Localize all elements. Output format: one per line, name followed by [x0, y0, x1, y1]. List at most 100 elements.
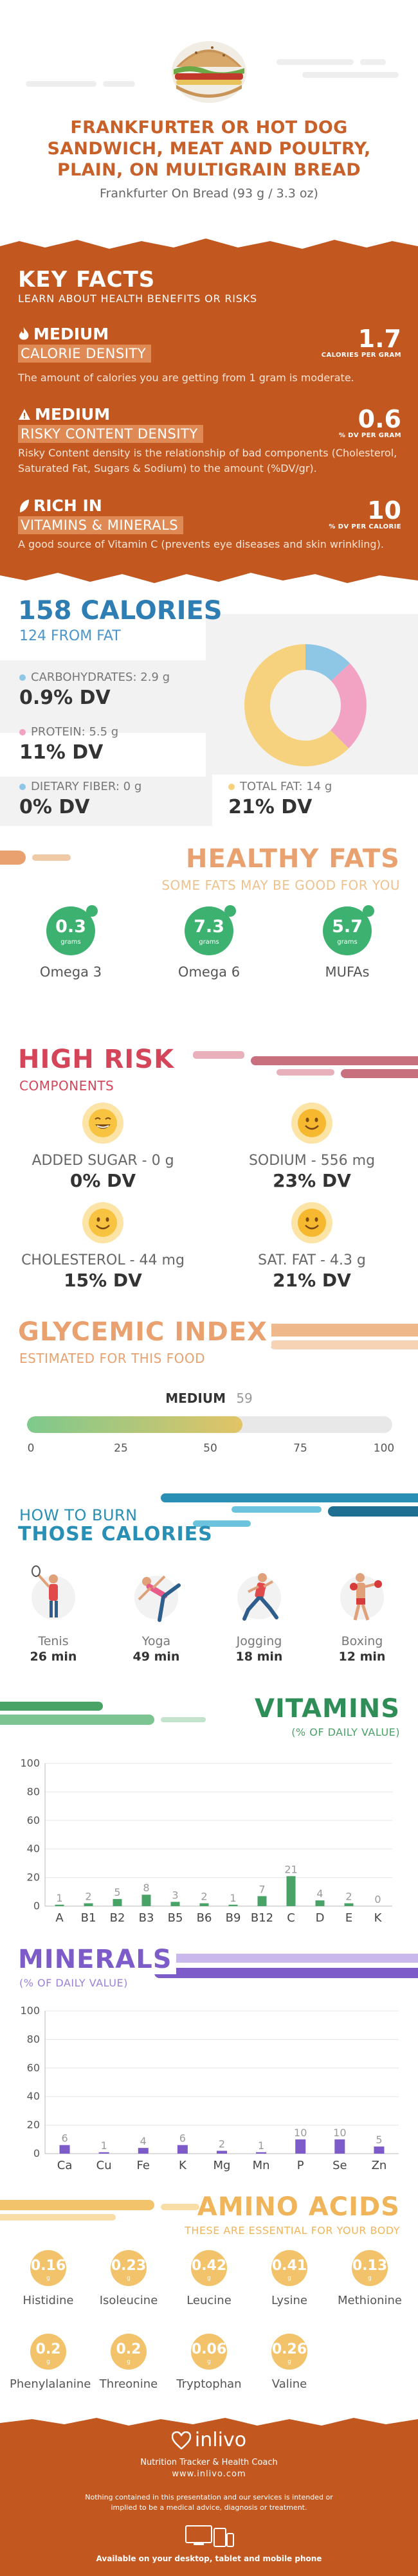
y-tick-label: 40 — [27, 1842, 40, 1855]
vitamins-section: VITAMINS (% OF DAILY VALUE) 0 20 40 60 80 100… — [0, 1688, 418, 1938]
amino-acids-section: AMINO ACIDS THESE ARE ESSENTIAL FOR YOUR… — [0, 2186, 418, 2414]
x-tick-label: Mn — [253, 2159, 270, 2172]
page-title: FRANKFURTER OR HOT DOG SANDWICH, MEAT AN… — [26, 117, 392, 181]
fact-unit: % DV PER GRAM — [338, 432, 401, 439]
bar-value-label: 1 — [230, 1892, 236, 1904]
key-fact-risky-content: MEDIUM RISKY CONTENT DENSITY Risky Conte… — [18, 405, 401, 476]
amino-unit: g — [207, 2359, 211, 2365]
bar-B5 — [170, 1902, 180, 1906]
fat-unit: grams — [337, 939, 358, 946]
risk-sodium: SODIUM - 556 mg 23% DV — [222, 1103, 402, 1191]
x-tick-label: Cu — [96, 2159, 112, 2172]
macro-label: PROTEIN: 5.5 g — [31, 725, 119, 739]
amino-name: Lysine — [271, 2294, 307, 2307]
activity-minutes: 12 min — [338, 1650, 386, 1664]
amino-value: 0.41 — [271, 2258, 307, 2274]
calories-title: 158 CALORIES — [18, 596, 223, 626]
decor-dash — [328, 1506, 418, 1517]
amino-threonine: 0.2 g Threonine — [90, 2334, 167, 2391]
brand-name: inlivo — [194, 2429, 247, 2451]
macro-donut-chart — [244, 644, 367, 766]
activity-minutes: 26 min — [30, 1650, 77, 1664]
amino-value: 0.2 — [35, 2341, 61, 2357]
amino-lysine: 0.41 g Lysine — [251, 2250, 328, 2307]
activity-tennis: Tenis 26 min — [12, 1562, 95, 1664]
x-tick-label: Mg — [214, 2159, 231, 2172]
amino-subtitle: THESE ARE ESSENTIAL FOR YOUR BODY — [185, 2224, 400, 2237]
decor-dash — [277, 59, 354, 65]
amino-valine: 0.26 g Valine — [251, 2334, 328, 2391]
y-tick-label: 80 — [27, 1785, 40, 1797]
risk-label: SAT. FAT - 4.3 g — [258, 1252, 366, 1268]
flame-icon — [19, 327, 29, 339]
decor-blob — [224, 905, 236, 917]
fat-name: MUFAs — [325, 964, 370, 980]
bar-C — [286, 1876, 296, 1906]
glycemic-level: MEDIUM — [165, 1391, 226, 1406]
amino-unit: g — [46, 2275, 50, 2282]
fat-name: Omega 3 — [39, 964, 102, 980]
macro-fiber: DIETARY FIBER: 0 g 0% DV — [19, 780, 141, 818]
fact-value: 10 — [367, 496, 401, 525]
decor-dash — [0, 2200, 154, 2210]
risk-dv: 21% DV — [273, 1270, 351, 1291]
decor-dash — [26, 81, 96, 87]
heart-icon — [171, 2431, 192, 2450]
key-facts-title: KEY FACTS — [18, 267, 156, 293]
bar-Cu — [98, 2152, 109, 2154]
x-tick-label: Ca — [57, 2159, 73, 2172]
bar-D — [315, 1900, 325, 1906]
fact-value-box: 10 % DV PER CALORIE — [329, 498, 401, 530]
fat-value-circle: 5.7 grams — [323, 905, 374, 955]
smile-face-icon — [82, 1202, 123, 1243]
bar-P — [295, 2139, 306, 2154]
legend-dot — [19, 674, 26, 681]
risk-dv: 23% DV — [273, 1170, 351, 1191]
key-facts-subtitle: LEARN ABOUT HEALTH BENEFITS OR RISKS — [18, 293, 257, 305]
calories-section: 158 CALORIES 124 FROM FAT CARBOHYDRATES:… — [0, 588, 418, 839]
amino-value: 0.13 — [352, 2258, 388, 2274]
amino-phenylalanine: 0.2 g Phenylalanine — [10, 2334, 91, 2391]
amino-value-circle: 0.26 g — [271, 2334, 307, 2370]
vitamins-title: VITAMINS — [255, 1694, 400, 1724]
high-risk-title: HIGH RISK — [18, 1045, 175, 1074]
x-tick-label: A — [55, 1911, 64, 1925]
y-tick-label: 40 — [27, 2090, 40, 2102]
amino-unit: g — [287, 2275, 291, 2282]
glycemic-tick: 0 — [27, 1442, 35, 1455]
fact-description: A good source of Vitamin C (prevents eye… — [18, 538, 384, 550]
x-tick-label: D — [316, 1911, 325, 1925]
y-tick-label: 100 — [20, 1757, 40, 1769]
healthy-fats-section: HEALTHY FATS SOME FATS MAY BE GOOD FOR Y… — [0, 839, 418, 1032]
healthy-fats-subtitle: SOME FATS MAY BE GOOD FOR YOU — [161, 878, 400, 893]
amino-name: Leucine — [186, 2294, 232, 2307]
x-tick-label: E — [345, 1911, 352, 1925]
activity-minutes: 18 min — [235, 1650, 283, 1664]
vitamins-subtitle: (% OF DAILY VALUE) — [291, 1726, 400, 1738]
activity-name: Tenis — [38, 1634, 69, 1648]
bar-Se — [334, 2139, 345, 2154]
fat-unit: grams — [199, 939, 219, 946]
macro-dv: 11% DV — [19, 741, 104, 764]
category-label: CALORIE DENSITY — [18, 345, 152, 363]
burn-calories-section: HOW TO BURN THOSE CALORIES Tenis 26 min — [0, 1475, 418, 1688]
warning-icon — [19, 408, 30, 420]
fact-description: Risky Content density is the relationshi… — [18, 447, 397, 474]
activity-name: Yoga — [141, 1634, 171, 1648]
fact-description: The amount of calories you are getting f… — [18, 372, 354, 384]
risk-dv: 0% DV — [69, 1170, 136, 1191]
decor-dash — [360, 59, 386, 65]
amino-name: Tryptophan — [176, 2377, 242, 2391]
bar-B3 — [141, 1895, 151, 1906]
leaf-icon — [19, 499, 29, 512]
bar-K — [177, 2145, 188, 2154]
row-strip — [0, 733, 206, 777]
glycemic-tick: 25 — [114, 1442, 128, 1455]
donut-slice-carbohydrates — [305, 644, 350, 681]
healthy-fats-title: HEALTHY FATS — [186, 844, 400, 874]
website-link[interactable]: www.inlivo.com — [172, 2469, 246, 2479]
boxer-icon — [340, 1573, 384, 1621]
title-strip — [0, 614, 206, 660]
x-tick-label: B12 — [251, 1911, 273, 1925]
glycemic-reading: MEDIUM 59 — [0, 1391, 418, 1406]
